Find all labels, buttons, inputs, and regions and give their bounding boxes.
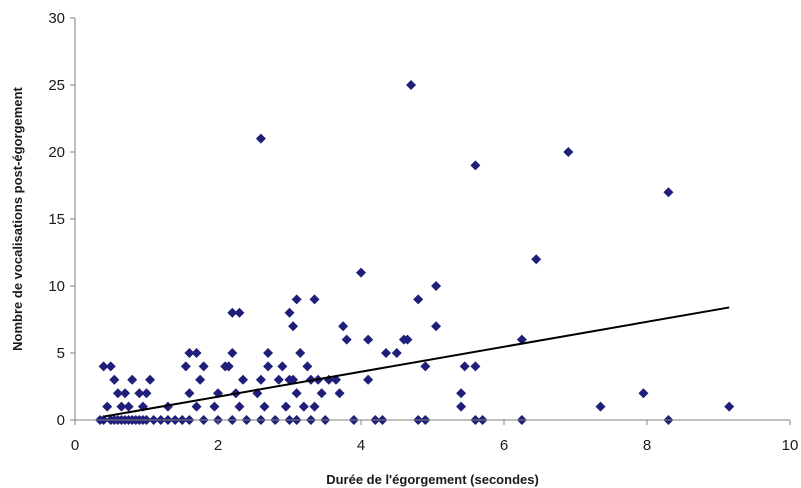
x-tick-label: 0 xyxy=(71,437,79,454)
data-point xyxy=(298,401,309,412)
data-point xyxy=(516,334,527,345)
data-point xyxy=(209,401,220,412)
data-point xyxy=(223,361,234,372)
x-axis-title: Durée de l'égorgement (secondes) xyxy=(326,472,539,487)
x-tick-label: 10 xyxy=(782,437,799,454)
data-point xyxy=(431,321,442,332)
data-point xyxy=(255,374,266,385)
trendline xyxy=(103,306,730,418)
y-tick-label: 20 xyxy=(48,144,65,161)
data-point xyxy=(238,374,249,385)
data-point xyxy=(191,401,202,412)
data-point xyxy=(116,401,127,412)
data-point xyxy=(413,294,424,305)
x-tick-label: 8 xyxy=(643,437,651,454)
data-point xyxy=(180,361,191,372)
data-point xyxy=(316,388,327,399)
data-point xyxy=(595,401,606,412)
x-tick-label: 4 xyxy=(357,437,365,454)
x-tick-label: 2 xyxy=(214,437,222,454)
data-point xyxy=(663,187,674,198)
data-point xyxy=(255,133,266,144)
data-point xyxy=(470,361,481,372)
data-point xyxy=(391,348,402,358)
data-point xyxy=(341,334,352,345)
data-point xyxy=(184,348,195,358)
data-point xyxy=(284,374,295,385)
data-point xyxy=(288,321,299,332)
data-point xyxy=(234,307,245,318)
data-point xyxy=(252,388,263,399)
data-point xyxy=(638,388,649,399)
data-point xyxy=(105,361,116,372)
data-point xyxy=(191,348,202,358)
data-point xyxy=(127,374,138,385)
data-point xyxy=(363,374,374,385)
data-point xyxy=(263,348,274,358)
data-point xyxy=(134,388,145,399)
data-point xyxy=(302,361,313,372)
data-point xyxy=(295,348,306,358)
data-point xyxy=(456,388,467,399)
data-point xyxy=(98,361,109,372)
data-point xyxy=(120,388,131,399)
data-point xyxy=(234,401,245,412)
data-point xyxy=(724,401,735,412)
y-tick-label: 5 xyxy=(57,345,65,362)
data-point xyxy=(141,388,152,399)
data-point xyxy=(420,361,431,372)
data-point xyxy=(431,281,442,291)
y-tick-label: 0 xyxy=(57,412,65,429)
data-point xyxy=(406,80,417,90)
data-point xyxy=(309,294,320,305)
y-tick-label: 10 xyxy=(48,278,65,295)
y-axis-ticks: 0 5 10 15 20 25 30 xyxy=(48,10,75,429)
y-tick-label: 25 xyxy=(48,77,65,94)
data-point xyxy=(112,388,123,399)
data-point xyxy=(195,374,206,385)
data-point xyxy=(356,267,366,278)
y-tick-label: 30 xyxy=(48,10,65,27)
data-point xyxy=(531,254,542,265)
data-point xyxy=(227,348,238,358)
data-point xyxy=(338,321,349,332)
data-point xyxy=(291,294,302,305)
data-point xyxy=(184,388,195,399)
x-axis-ticks: 0 2 4 6 8 10 xyxy=(71,420,799,454)
data-point xyxy=(381,348,392,358)
data-point xyxy=(109,374,120,385)
data-points xyxy=(95,80,735,425)
data-point xyxy=(198,361,209,372)
data-point xyxy=(470,160,481,171)
data-point xyxy=(259,401,270,412)
data-point xyxy=(459,361,470,372)
data-point xyxy=(363,334,374,345)
data-point xyxy=(123,401,134,412)
data-point xyxy=(291,388,302,399)
data-point xyxy=(227,307,238,318)
data-point xyxy=(334,388,345,399)
data-point xyxy=(456,401,467,412)
data-point xyxy=(563,147,574,157)
x-tick-label: 6 xyxy=(500,437,508,454)
data-point xyxy=(263,361,274,372)
data-point xyxy=(277,361,288,372)
y-tick-label: 15 xyxy=(48,211,65,228)
data-point xyxy=(145,374,156,385)
data-point xyxy=(102,401,113,412)
data-point xyxy=(402,334,413,345)
y-axis-title: Nombre de vocalisations post-égorgement xyxy=(10,87,25,351)
data-point xyxy=(284,307,295,318)
data-point xyxy=(280,401,291,412)
data-point xyxy=(309,401,320,412)
data-point xyxy=(273,374,284,385)
